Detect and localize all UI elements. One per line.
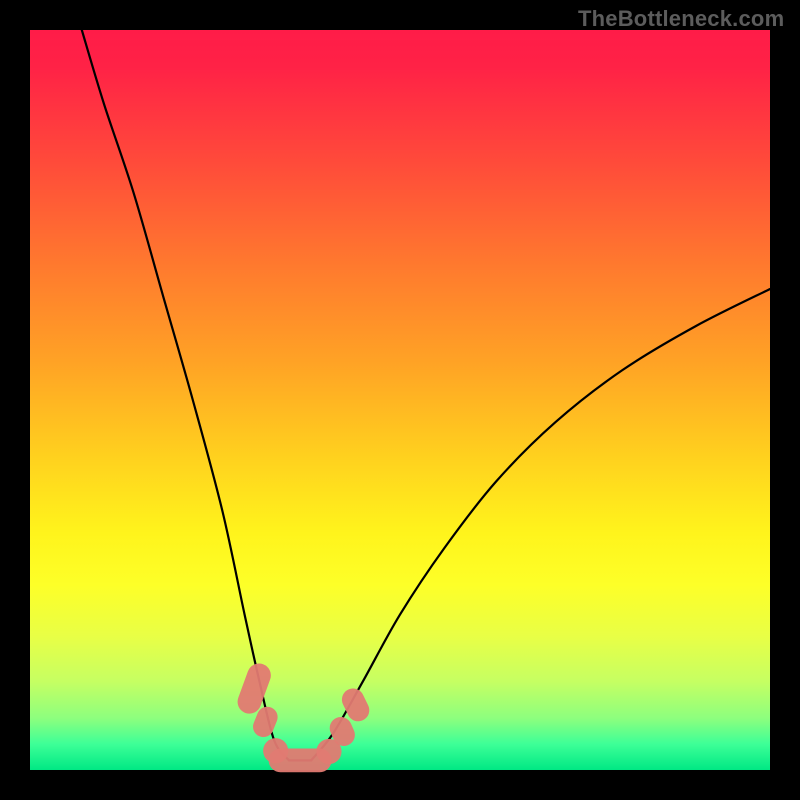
plot-area [30,30,770,770]
watermark-text: TheBottleneck.com [578,6,784,32]
